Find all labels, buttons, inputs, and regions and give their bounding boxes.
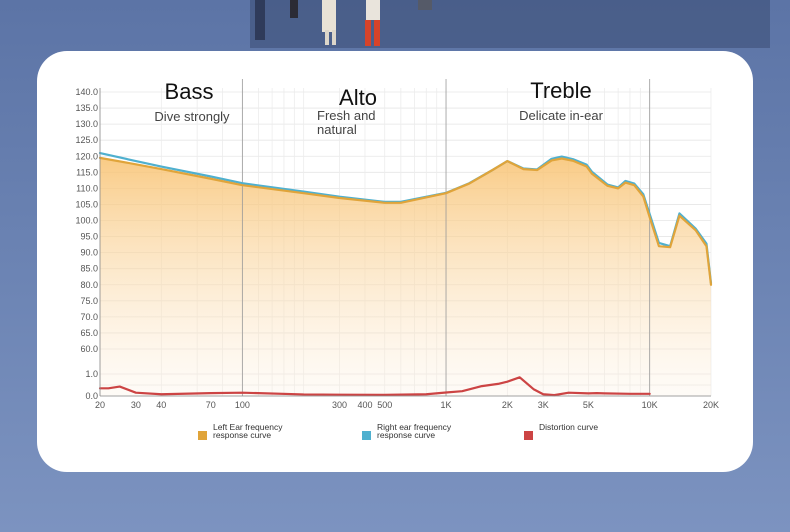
y-tick-label: 140.0 — [75, 87, 98, 97]
y-tick-label: 125.0 — [75, 135, 98, 145]
band-title: Alto — [339, 85, 377, 110]
y-tick-label: 65.0 — [80, 328, 98, 338]
x-tick-label: 20 — [95, 400, 105, 410]
response-area — [100, 157, 711, 396]
band-subtitle: Delicate in-ear — [519, 108, 603, 123]
x-tick-label: 20K — [703, 400, 719, 410]
x-tick-label: 70 — [206, 400, 216, 410]
frequency-response-chart: 0.0 1.0 60.0 65.0 70.0 75.0 80.0 85.0 90.0 95.0 10… — [75, 78, 719, 440]
band-title: Treble — [530, 78, 592, 103]
x-tick-label: 300 — [332, 400, 347, 410]
legend-item: Distortion curve — [524, 422, 598, 440]
y-tick-label: 75.0 — [80, 296, 98, 306]
legend-swatch — [524, 431, 533, 440]
x-tick-label: 500 — [377, 400, 392, 410]
y-tick-label: 1.0 — [85, 369, 98, 379]
band-title: Bass — [165, 79, 214, 104]
x-tick-label: 40 — [156, 400, 166, 410]
legend-label: Left Ear frequency — [213, 422, 283, 432]
y-tick-label: 130.0 — [75, 119, 98, 129]
legend-label: response curve — [377, 430, 435, 440]
y-tick-label: 90.0 — [80, 248, 98, 258]
y-tick-label: 0.0 — [85, 391, 98, 401]
x-tick-label: 100 — [235, 400, 250, 410]
x-tick-label: 400 — [357, 400, 372, 410]
y-tick-label: 60.0 — [80, 344, 98, 354]
y-tick-label: 100.0 — [75, 216, 98, 226]
x-tick-label: 30 — [131, 400, 141, 410]
distortion-curve — [98, 376, 651, 397]
x-axis-ticks: 20 30 40 70 100 300 400 500 1K 2K 3K 5K 10K 20K — [95, 400, 719, 410]
band-subtitle: Dive strongly — [154, 109, 230, 124]
chart-axes — [99, 88, 711, 397]
legend-label: Right ear frequency — [377, 422, 452, 432]
y-axis-ticks: 0.0 1.0 60.0 65.0 70.0 75.0 80.0 85.0 90.0 95.0 10… — [75, 87, 98, 401]
x-tick-label: 2K — [502, 400, 513, 410]
chart-card: 0.0 1.0 60.0 65.0 70.0 75.0 80.0 85.0 90.0 95.0 10… — [37, 51, 753, 472]
y-tick-label: 105.0 — [75, 199, 98, 209]
y-tick-label: 120.0 — [75, 151, 98, 161]
y-tick-label: 110.0 — [76, 183, 98, 193]
series-lines — [98, 151, 713, 397]
band-subtitle: natural — [317, 122, 357, 137]
legend-swatch — [198, 431, 207, 440]
y-tick-label: 80.0 — [80, 280, 98, 290]
y-tick-label: 115.0 — [76, 167, 98, 177]
x-tick-label: 10K — [642, 400, 658, 410]
legend-swatch — [362, 431, 371, 440]
band-dividers — [241, 79, 651, 396]
x-tick-label: 3K — [538, 400, 549, 410]
y-tick-label: 70.0 — [80, 312, 98, 322]
left-ear-curve — [98, 156, 713, 286]
band-subtitle: Fresh and — [317, 108, 376, 123]
legend-label: response curve — [213, 430, 271, 440]
x-tick-label: 5K — [583, 400, 594, 410]
y-tick-label: 135.0 — [75, 103, 98, 113]
legend-label: Distortion curve — [539, 422, 598, 432]
y-tick-label: 85.0 — [80, 264, 98, 274]
x-tick-label: 1K — [441, 400, 452, 410]
y-tick-label: 95.0 — [80, 232, 98, 242]
response-area-fill — [100, 157, 711, 396]
